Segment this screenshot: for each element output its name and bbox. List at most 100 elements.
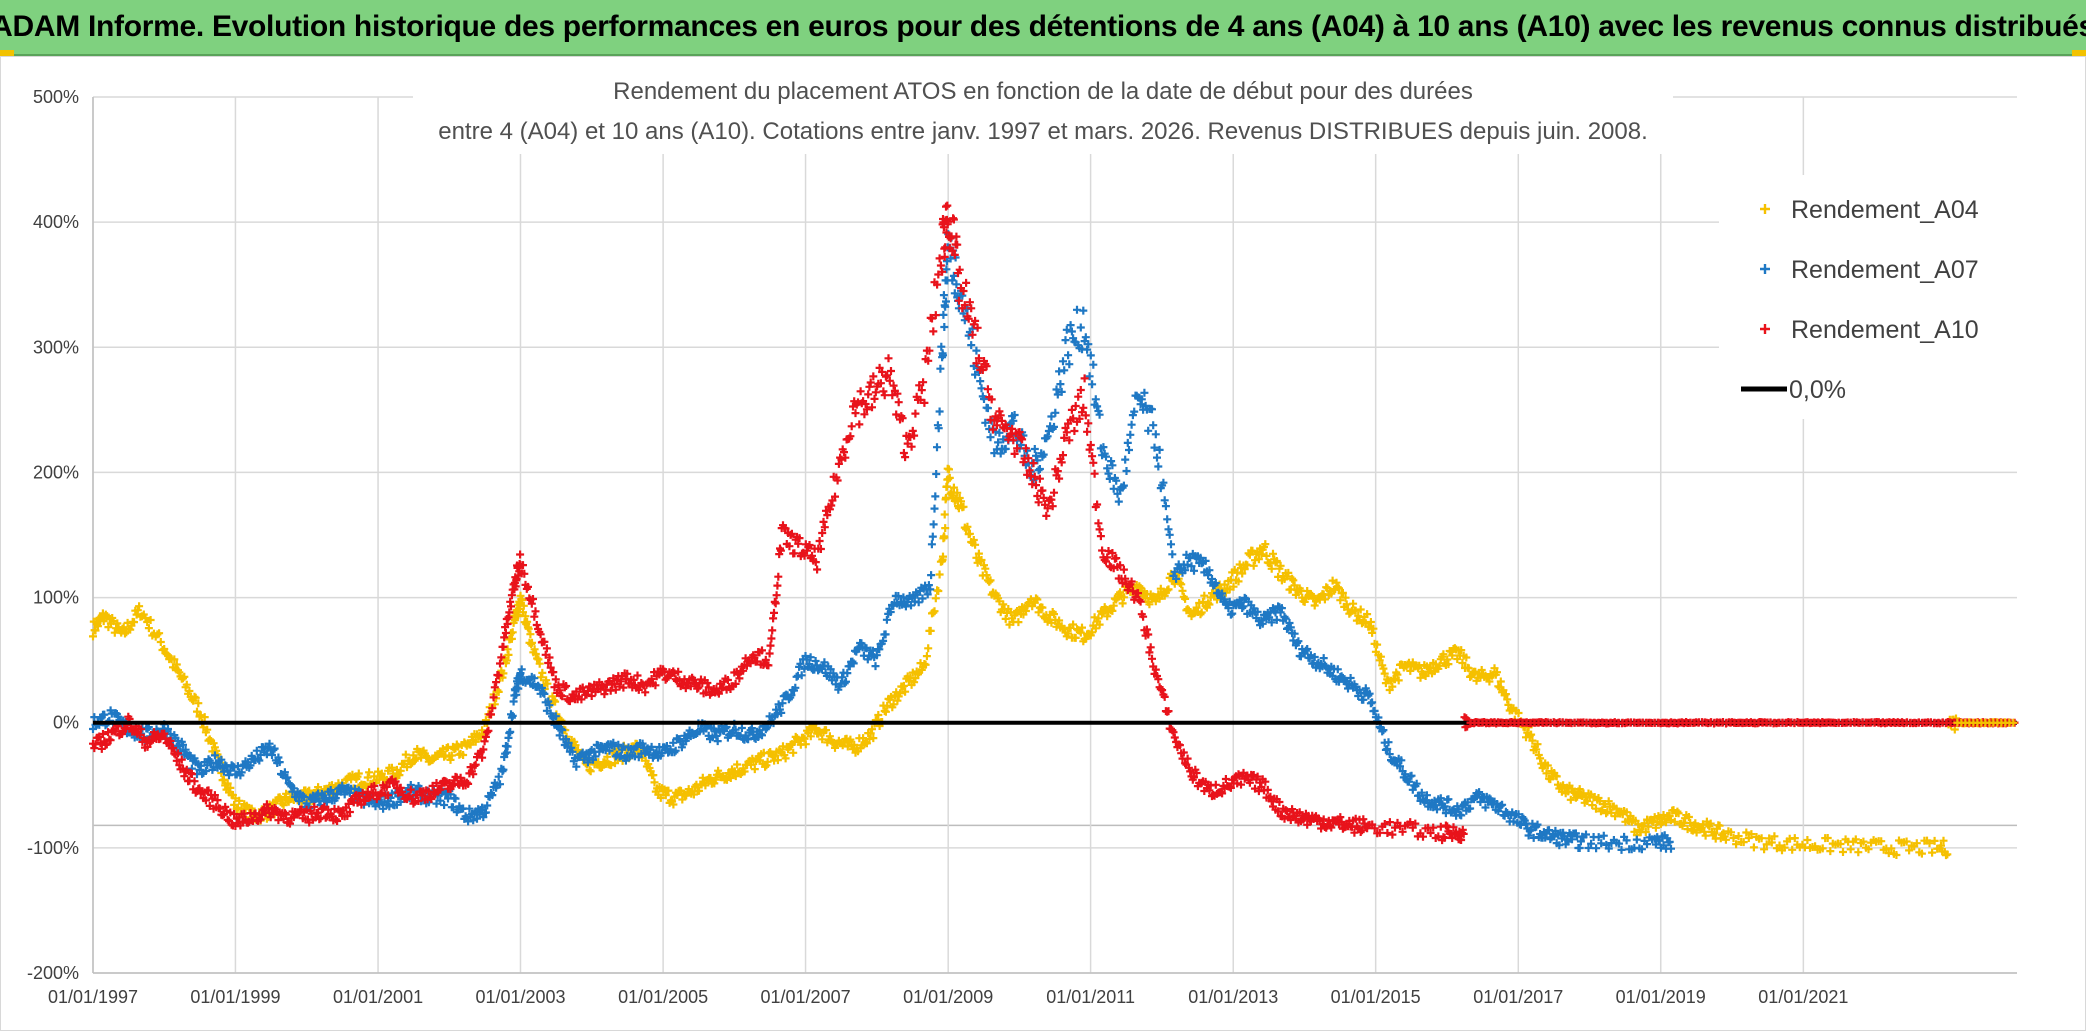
data-point bbox=[1109, 564, 1118, 573]
data-point bbox=[479, 813, 488, 822]
data-point bbox=[633, 671, 642, 680]
data-point bbox=[1014, 618, 1023, 627]
data-point bbox=[1192, 603, 1201, 612]
data-point bbox=[237, 768, 246, 777]
data-point bbox=[191, 693, 200, 702]
data-point bbox=[502, 656, 511, 665]
data-point bbox=[933, 443, 941, 452]
data-point bbox=[1575, 844, 1584, 852]
data-point bbox=[644, 760, 653, 769]
data-point bbox=[521, 612, 530, 621]
data-point bbox=[811, 558, 820, 567]
data-point bbox=[1458, 659, 1467, 667]
data-point bbox=[1083, 427, 1092, 436]
data-point bbox=[274, 753, 283, 762]
data-point bbox=[1739, 838, 1748, 847]
data-point bbox=[169, 744, 177, 752]
data-point bbox=[497, 653, 506, 662]
data-point bbox=[896, 689, 904, 698]
data-point bbox=[216, 804, 224, 813]
banner-corner-left bbox=[0, 50, 14, 56]
data-point bbox=[1393, 670, 1402, 679]
data-point bbox=[1503, 695, 1512, 704]
data-point bbox=[971, 316, 980, 325]
data-point bbox=[1522, 733, 1530, 742]
data-point bbox=[1139, 612, 1148, 621]
data-point bbox=[944, 217, 953, 226]
data-point bbox=[1190, 566, 1198, 575]
data-point bbox=[1018, 435, 1027, 444]
data-point bbox=[1047, 495, 1056, 504]
data-point bbox=[1253, 772, 1262, 781]
data-point bbox=[133, 606, 142, 615]
data-point bbox=[1079, 306, 1088, 315]
data-point bbox=[978, 366, 987, 374]
data-point bbox=[822, 726, 830, 735]
series-Rendement_A10-flat bbox=[1466, 718, 2019, 727]
data-point bbox=[567, 743, 576, 752]
data-point bbox=[768, 626, 777, 635]
data-point bbox=[414, 797, 423, 805]
data-point bbox=[1102, 557, 1110, 566]
data-point bbox=[723, 676, 732, 684]
data-point bbox=[801, 740, 810, 749]
data-point bbox=[1715, 821, 1724, 830]
data-point bbox=[1576, 837, 1585, 846]
data-point bbox=[893, 389, 902, 398]
data-point bbox=[868, 646, 877, 655]
data-point bbox=[603, 752, 612, 761]
data-point bbox=[247, 804, 256, 813]
legend-bg bbox=[1719, 175, 2021, 419]
chart-area: 500% 400% 300% 200% 100% 0% -100% -200% 01/01/19… bbox=[0, 56, 2086, 1031]
data-point bbox=[874, 711, 883, 719]
data-point bbox=[818, 529, 827, 537]
data-point bbox=[1394, 676, 1403, 685]
data-point bbox=[1091, 395, 1100, 404]
data-point bbox=[1112, 476, 1121, 485]
data-point bbox=[1854, 848, 1863, 857]
data-point bbox=[656, 793, 665, 802]
data-point bbox=[701, 781, 710, 790]
data-point bbox=[651, 681, 660, 690]
data-point bbox=[549, 696, 558, 705]
data-point bbox=[1055, 616, 1064, 625]
y-tick-label: 300% bbox=[33, 337, 79, 357]
data-point bbox=[1700, 827, 1709, 836]
data-point bbox=[927, 540, 936, 549]
data-point bbox=[1070, 427, 1079, 435]
data-point bbox=[265, 739, 274, 748]
data-point bbox=[194, 699, 203, 708]
data-point bbox=[1067, 405, 1076, 414]
data-point bbox=[981, 564, 990, 573]
series-Rendement_A04-flat bbox=[1953, 718, 2018, 727]
data-point bbox=[960, 301, 969, 310]
data-point bbox=[948, 246, 957, 255]
data-point bbox=[520, 569, 529, 578]
data-point bbox=[551, 697, 560, 706]
data-point bbox=[942, 482, 951, 491]
data-point bbox=[774, 700, 783, 709]
data-point bbox=[391, 777, 400, 786]
data-point bbox=[939, 351, 947, 360]
data-point bbox=[1009, 436, 1018, 445]
data-point bbox=[1134, 589, 1142, 598]
data-point bbox=[982, 571, 991, 580]
data-point bbox=[1238, 569, 1247, 578]
data-point bbox=[1370, 706, 1379, 715]
data-point bbox=[1195, 599, 1204, 607]
data-point bbox=[1086, 441, 1095, 449]
data-point bbox=[1818, 844, 1827, 853]
data-point bbox=[815, 537, 824, 545]
data-point bbox=[1125, 446, 1133, 454]
data-point bbox=[558, 726, 567, 734]
data-point bbox=[516, 550, 525, 559]
data-point bbox=[940, 510, 949, 519]
data-point bbox=[1346, 674, 1355, 682]
data-point bbox=[1533, 740, 1542, 749]
data-point bbox=[235, 796, 244, 805]
data-point bbox=[1481, 803, 1490, 812]
data-point bbox=[1009, 416, 1018, 425]
data-point bbox=[750, 765, 759, 774]
legend-label: Rendement_A10 bbox=[1791, 316, 1979, 344]
data-point bbox=[1622, 836, 1631, 845]
